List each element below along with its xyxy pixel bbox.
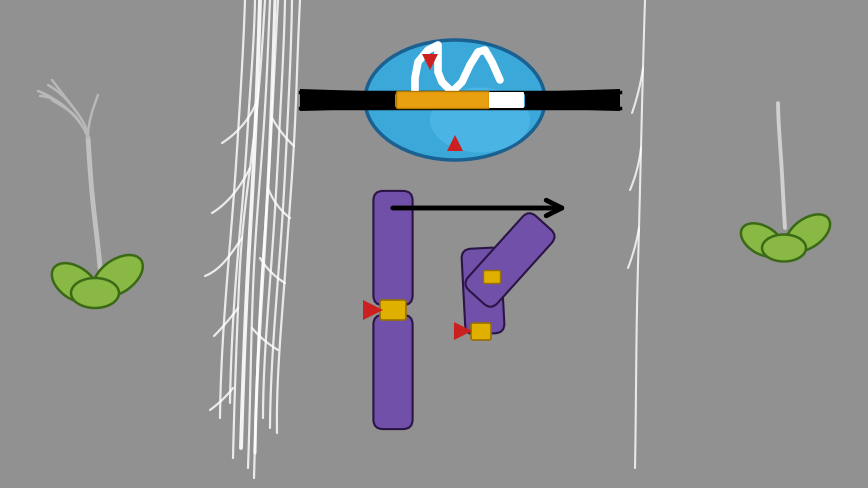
Ellipse shape [741,224,783,257]
Polygon shape [525,89,620,111]
Ellipse shape [365,40,545,160]
FancyBboxPatch shape [373,315,412,429]
FancyBboxPatch shape [471,323,491,340]
Ellipse shape [762,235,806,262]
Ellipse shape [786,214,830,252]
FancyBboxPatch shape [380,300,406,320]
FancyBboxPatch shape [462,248,504,334]
FancyBboxPatch shape [397,92,490,108]
Polygon shape [454,322,472,340]
FancyBboxPatch shape [465,213,555,307]
Polygon shape [300,89,395,111]
Polygon shape [447,135,463,151]
FancyBboxPatch shape [373,191,412,305]
Ellipse shape [52,263,98,303]
Ellipse shape [71,278,119,308]
Polygon shape [363,300,383,320]
FancyBboxPatch shape [489,92,524,108]
FancyBboxPatch shape [483,270,501,284]
Ellipse shape [93,255,143,297]
Polygon shape [422,54,438,70]
Ellipse shape [430,87,530,152]
